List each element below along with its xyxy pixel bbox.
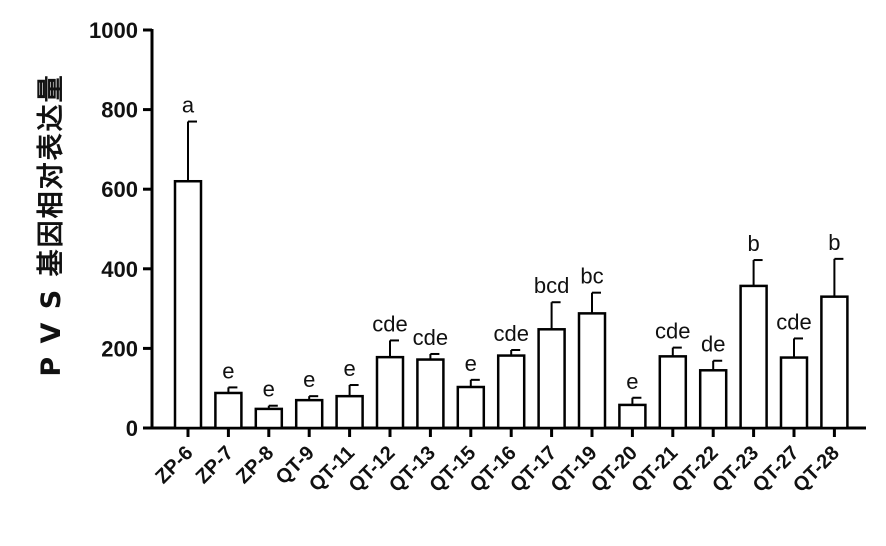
significance-label: a: [182, 93, 195, 118]
significance-label: bcd: [534, 273, 569, 298]
significance-label: e: [263, 377, 275, 402]
significance-label: b: [828, 230, 840, 255]
significance-label: e: [626, 369, 638, 394]
bar: [335, 394, 364, 430]
y-tick-label: 200: [101, 336, 138, 361]
bar: [456, 385, 486, 430]
bar: [698, 369, 728, 430]
bar: [739, 284, 768, 430]
y-tick-label: 1000: [89, 18, 138, 43]
y-tick-label: 800: [101, 98, 138, 123]
significance-label: de: [701, 332, 725, 357]
x-tick-label: QT-28: [789, 442, 844, 497]
bar: [214, 391, 243, 430]
bar: [577, 312, 607, 430]
y-tick-label: 600: [101, 177, 138, 202]
significance-label: cde: [655, 319, 690, 344]
y-axis-title: P V S 基因相对表达量: [36, 73, 67, 376]
significance-label: e: [222, 358, 234, 383]
x-tick-label: ZP-6: [151, 442, 197, 488]
significance-label: e: [303, 367, 315, 392]
bar: [173, 179, 203, 430]
bar: [294, 398, 324, 430]
y-tick-label: 400: [101, 257, 138, 282]
bar: [496, 354, 526, 430]
significance-label: cde: [372, 311, 407, 336]
x-axis: [150, 426, 866, 437]
bar: [416, 358, 445, 430]
x-tick-label: ZP-7: [192, 442, 238, 488]
significance-label: cde: [776, 309, 811, 334]
y-tick-label: 0: [126, 416, 138, 441]
x-tick-label: ZP-8: [232, 442, 278, 488]
significance-label: e: [343, 356, 355, 381]
error-bars: [187, 120, 844, 409]
bar: [618, 403, 647, 430]
bar: [658, 355, 688, 430]
bar: [254, 407, 284, 430]
x-tick-labels: ZP-6ZP-7ZP-8QT-9QT-11QT-12QT-13QT-15QT-1…: [151, 442, 844, 497]
bar: [779, 356, 809, 430]
bars: [173, 179, 849, 430]
significance-label: cde: [413, 325, 448, 350]
y-axis: 0 200 400 600 800 1000: [89, 18, 154, 441]
bar: [820, 295, 849, 430]
significance-label: bc: [580, 264, 603, 289]
bar: [375, 355, 405, 430]
significance-label: b: [747, 231, 759, 256]
significance-label: cde: [493, 321, 528, 346]
significance-label: e: [465, 351, 477, 376]
bar: [537, 328, 566, 430]
